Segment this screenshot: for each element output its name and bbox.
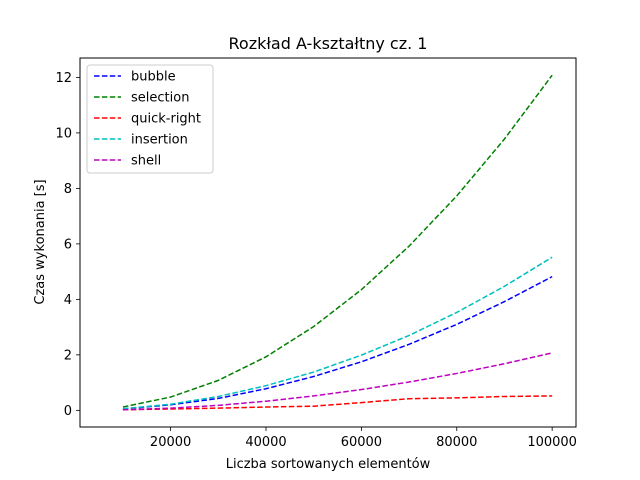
y-axis: 0 2 4 6 8 10 12 — [55, 71, 80, 419]
x-tick-label: 60000 — [341, 435, 382, 450]
legend: bubble selection quick-right insertion shell — [86, 64, 214, 174]
x-axis-label: Liczba sortowanych elementów — [226, 457, 431, 472]
series-line-selection — [122, 74, 553, 408]
legend-label-quick-right: quick-right — [131, 112, 201, 127]
y-tick-label: 2 — [64, 348, 72, 363]
series-line-insertion — [122, 256, 553, 410]
y-tick-label: 0 — [64, 404, 72, 419]
legend-label-shell: shell — [131, 154, 161, 169]
series-layer — [122, 74, 553, 411]
y-tick-label: 4 — [64, 293, 72, 308]
series-line-bubble — [122, 275, 553, 410]
x-tick-label: 20000 — [150, 435, 191, 450]
plot-frame — [79, 57, 577, 428]
y-axis-label: Czas wykonania [s] — [33, 179, 48, 304]
series-line-shell — [122, 352, 553, 411]
legend-label-insertion: insertion — [131, 133, 188, 148]
y-tick-label: 8 — [64, 182, 72, 197]
series-line-quick-right — [122, 395, 553, 411]
x-tick-label: 40000 — [245, 435, 286, 450]
y-tick-label: 6 — [64, 237, 72, 252]
x-axis: 20000 40000 60000 80000 100000 — [150, 427, 577, 450]
legend-label-bubble: bubble — [131, 70, 176, 85]
legend-label-selection: selection — [131, 91, 189, 106]
y-tick-label: 12 — [55, 71, 72, 86]
y-tick-label: 10 — [55, 126, 72, 141]
legend-box — [86, 64, 214, 174]
x-tick-label: 100000 — [527, 435, 577, 450]
x-tick-label: 80000 — [436, 435, 477, 450]
chart-title: Rozkład A-kształtny cz. 1 — [229, 34, 428, 53]
